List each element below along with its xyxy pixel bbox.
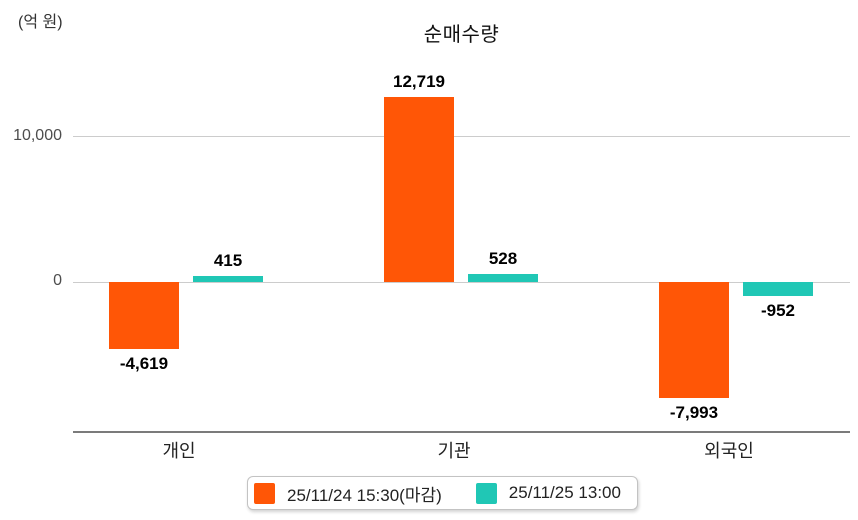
gridline-y-0: [73, 281, 850, 283]
legend: 25/11/24 15:30(마감) 25/11/25 13:00: [247, 476, 638, 510]
legend-swatch-icon: [254, 482, 275, 504]
legend-item-1[interactable]: 25/11/25 13:00: [475, 482, 621, 504]
chart-title: 순매수량: [423, 24, 500, 46]
y-axis-tick-label: 10,000: [13, 126, 62, 144]
legend-label: 25/11/24 15:30(마감): [287, 485, 442, 505]
bar-value-label: -7,993: [669, 403, 719, 423]
y-axis-unit-label: (억 원): [18, 14, 63, 31]
bar-value-label: 12,719: [393, 71, 445, 91]
category-label: 외국인: [704, 441, 754, 461]
bar-value-label: -4,619: [119, 354, 169, 374]
bar-s1-g1[interactable]: [468, 274, 538, 282]
category-label: 기관: [437, 441, 471, 461]
x-axis-line: [73, 431, 850, 433]
bar-value-label: -952: [760, 300, 796, 320]
category-label: 개인: [162, 441, 196, 461]
legend-swatch-icon: [475, 482, 497, 504]
bar-s0-g0[interactable]: [109, 282, 179, 350]
bar-value-label: 415: [213, 250, 243, 270]
legend-item-0[interactable]: 25/11/24 15:30(마감): [254, 481, 442, 506]
bar-value-label: 528: [488, 249, 518, 269]
bar-s1-g0[interactable]: [193, 275, 263, 282]
bar-s0-g2[interactable]: [659, 282, 729, 399]
legend-label: 25/11/25 13:00: [508, 483, 621, 502]
gridline-y-10000: [73, 136, 850, 137]
y-axis-tick-label: 0: [53, 272, 62, 289]
bar-s1-g2[interactable]: [743, 282, 813, 296]
bar-s0-g1[interactable]: [384, 96, 454, 282]
